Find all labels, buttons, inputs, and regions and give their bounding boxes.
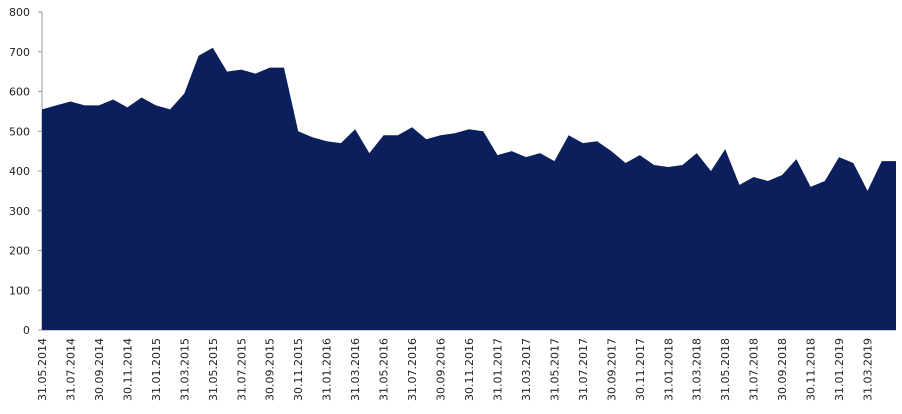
y-tick-label: 0: [23, 324, 30, 337]
x-tick-label: 31.07.2018: [748, 338, 761, 401]
y-tick-label: 400: [9, 165, 30, 178]
x-tick-label: 30.11.2015: [292, 338, 305, 401]
y-tick-label: 500: [9, 125, 30, 138]
x-tick-label: 30.11.2016: [463, 338, 476, 401]
x-tick-label: 30.09.2015: [264, 338, 277, 401]
x-tick-label: 30.09.2016: [435, 338, 448, 401]
x-tick-label: 31.01.2019: [833, 338, 846, 401]
y-tick-label: 800: [9, 6, 30, 19]
x-tick-label: 31.07.2015: [235, 338, 248, 401]
x-tick-label: 30.11.2018: [805, 338, 818, 401]
y-tick-label: 700: [9, 46, 30, 59]
x-tick-label: 30.11.2014: [121, 338, 134, 401]
x-tick-label: 31.01.2018: [662, 338, 675, 401]
x-tick-label: 31.03.2016: [349, 338, 362, 401]
y-tick-label: 200: [9, 245, 30, 258]
x-tick-label: 31.05.2014: [36, 338, 49, 401]
y-tick-label: 600: [9, 86, 30, 99]
x-tick-label: 31.03.2017: [520, 338, 533, 401]
x-tick-label: 30.09.2017: [605, 338, 618, 401]
x-tick-label: 31.05.2015: [207, 338, 220, 401]
x-tick-label: 30.09.2014: [93, 338, 106, 401]
x-tick-label: 31.03.2019: [862, 338, 875, 401]
x-tick-label: 31.03.2018: [691, 338, 704, 401]
x-tick-label: 31.05.2017: [548, 338, 561, 401]
area: [42, 47, 896, 331]
x-tick-label: 31.07.2016: [406, 338, 419, 401]
x-tick-label: 31.01.2016: [321, 338, 334, 401]
x-tick-label: 31.03.2015: [178, 338, 191, 401]
x-tick-label: 30.09.2018: [776, 338, 789, 401]
y-tick-label: 100: [9, 284, 30, 297]
x-tick-label: 31.01.2017: [491, 338, 504, 401]
x-tick-label: 31.01.2015: [150, 338, 163, 401]
x-tick-label: 30.11.2017: [634, 338, 647, 401]
x-tick-label: 31.07.2014: [64, 338, 77, 401]
x-tick-label: 31.05.2016: [378, 338, 391, 401]
y-tick-label: 300: [9, 205, 30, 218]
x-tick-label: 31.07.2017: [577, 338, 590, 401]
x-tick-label: 31.05.2018: [719, 338, 732, 401]
